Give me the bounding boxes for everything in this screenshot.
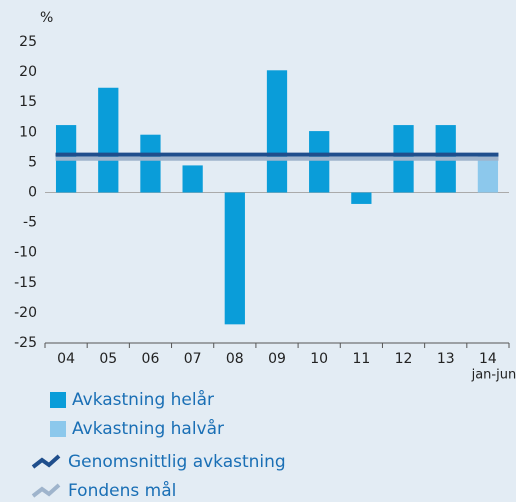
x-tick-label: 11 [352,351,370,367]
x-tick-note: jan-jun [471,368,516,383]
bar [477,153,499,193]
y-tick-label: -10 [14,245,37,261]
x-tick-label: 04 [57,351,75,367]
y-tick-label: 20 [19,64,37,80]
bar [351,192,372,204]
legend-swatch [31,483,61,498]
x-tick-label: 12 [395,351,413,367]
y-tick-label: -20 [14,305,37,321]
legend-swatch [50,421,66,437]
bar [266,70,288,193]
x-tick-label: 13 [437,351,455,367]
x-tick-label: 14 [479,351,497,367]
legend-label: Genomsnittlig avkastning [68,452,286,472]
legend-swatch [31,454,61,469]
y-tick-label: -25 [14,335,37,351]
y-tick-label: 5 [28,154,37,170]
x-tick-label: 10 [310,351,328,367]
x-tick-label: 07 [184,351,202,367]
legend-swatch [50,392,66,408]
legend-label: Fondens mål [68,480,176,501]
x-tick-label: 05 [99,351,117,367]
y-unit: % [40,10,53,26]
x-tick-label: 09 [268,351,286,367]
y-tick-label: -15 [14,275,37,291]
bar [309,131,330,193]
y-tick-label: 25 [19,34,37,50]
bar [98,87,119,193]
legend-label: Avkastning helår [72,389,214,410]
y-tick-label: 0 [28,185,37,201]
y-tick-label: -5 [23,215,37,231]
legend-label: Avkastning halvår [72,418,224,439]
y-tick-label: 15 [19,94,37,110]
x-tick-label: 08 [226,351,244,367]
bar [140,134,161,193]
x-tick-label: 06 [142,351,160,367]
bar [182,165,203,193]
y-tick-label: 10 [19,124,37,140]
bar [224,192,245,325]
